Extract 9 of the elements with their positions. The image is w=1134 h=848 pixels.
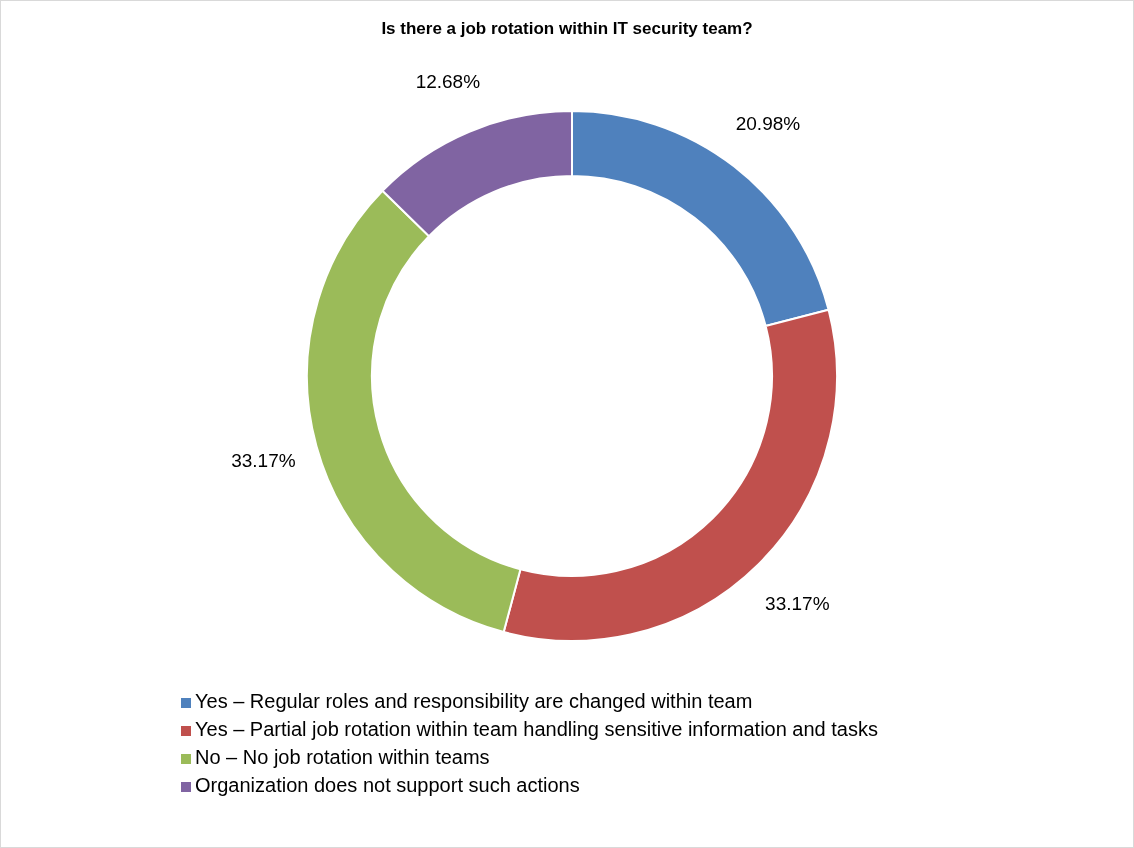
legend-label: No – No job rotation within teams <box>195 746 490 768</box>
data-label: 33.17% <box>231 450 296 472</box>
legend-label: Yes – Partial job rotation within team handling sensitive information and tasks <box>195 718 878 740</box>
data-label: 33.17% <box>765 592 830 614</box>
data-label: 20.98% <box>735 112 801 134</box>
legend-label: Organization does not support such actions <box>195 774 580 796</box>
data-label: 12.68% <box>415 70 481 92</box>
legend-label: Yes – Regular roles and responsibility are changed within team <box>195 690 753 712</box>
chart-title: Is there a job rotation within IT security team? <box>380 19 754 39</box>
